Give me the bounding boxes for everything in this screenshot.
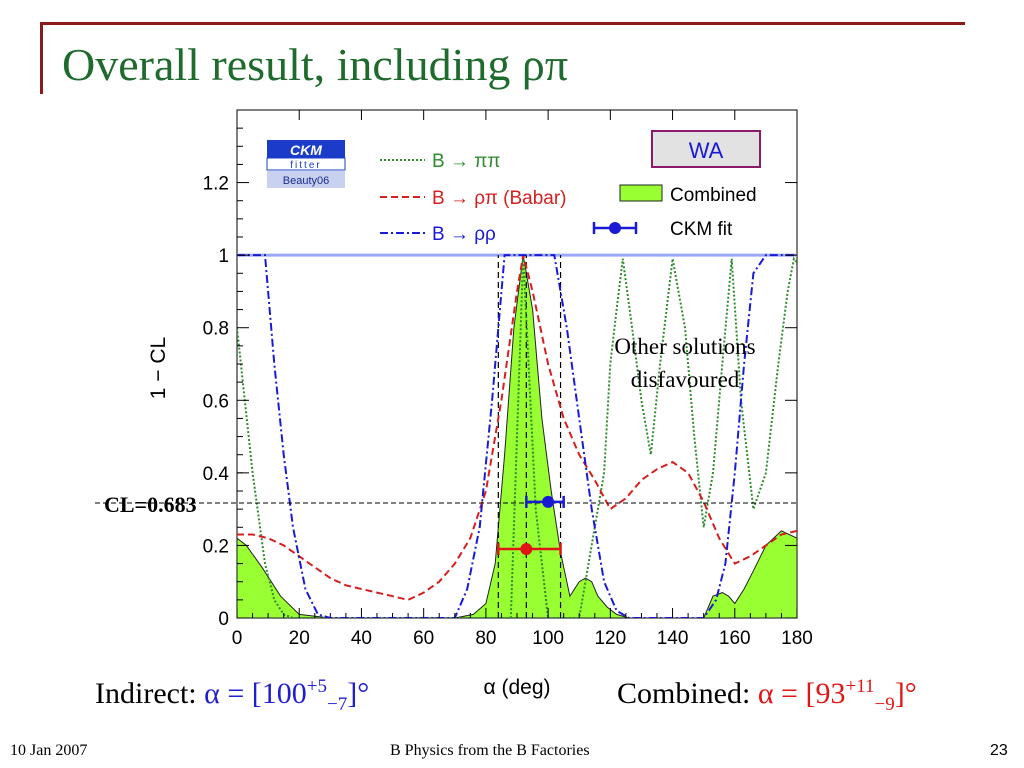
legend-swatch-dot-4: [609, 222, 621, 234]
legend-label-3: Combined: [670, 185, 757, 206]
x-tick-label-0: 0: [232, 628, 243, 649]
ckm-logo-mid: [266, 157, 346, 171]
y-tick-label-0: 0: [218, 609, 229, 630]
footer-center: B Physics from the B Factories: [390, 742, 590, 759]
error-bar-point-1: [520, 543, 533, 556]
combined-result: Combined: α = [93+11−9]°: [617, 676, 917, 716]
legend-label-1: B → ρπ (Babar): [432, 188, 567, 209]
footer-date: 10 Jan 2007: [10, 742, 88, 759]
wa-box: [651, 130, 761, 168]
x-axis-label: α (deg): [484, 676, 551, 699]
combined-label: Combined:: [617, 677, 758, 710]
y-tick-label-1: 0.2: [203, 536, 229, 557]
indirect-alpha-value: α = [100: [204, 677, 307, 710]
frame-top-line: [40, 22, 965, 25]
combined-alpha-value: α = [93: [757, 677, 846, 710]
cl-level-label: CL=0.683: [104, 492, 197, 517]
legend-label-2: B → ρρ: [432, 224, 496, 245]
frame-left-line: [40, 22, 43, 94]
ckm-logo-text: CKM: [290, 142, 322, 158]
y-tick-label-5: 1: [218, 246, 229, 267]
indirect-label: Indirect:: [95, 677, 205, 710]
x-tick-label-3: 60: [413, 628, 434, 649]
ckm-logo-fitter: fitter: [290, 160, 321, 171]
legend-label-0: B → ππ: [432, 151, 500, 172]
indirect-plus: +5: [306, 676, 327, 697]
other-solutions-annotation: Other solutions disfavoured: [580, 330, 790, 396]
x-tick-label-8: 160: [719, 628, 751, 649]
y-tick-label-4: 0.8: [203, 319, 229, 340]
combined-close: ]°: [894, 677, 917, 710]
combined-minus: −9: [874, 694, 895, 715]
error-bar-point-0: [542, 495, 555, 508]
page-number: 23: [990, 742, 1008, 759]
ckm-logo-bottom: [267, 171, 345, 188]
x-tick-label-2: 40: [351, 628, 372, 649]
ckm-logo-top: [267, 140, 345, 158]
y-tick-label-3: 0.6: [203, 391, 229, 412]
annotation-line-1: Other solutions: [614, 334, 756, 359]
y-axis-label: 1 − CL: [147, 337, 170, 399]
y-tick-label-6: 1.2: [203, 174, 229, 195]
indirect-minus: −7: [326, 694, 348, 715]
legend-label-4: CKM fit: [670, 219, 733, 240]
combined-plus: +11: [845, 676, 875, 697]
page-title: Overall result, including ρπ: [62, 39, 569, 90]
indirect-close: ]°: [347, 677, 370, 710]
x-tick-label-1: 20: [289, 628, 310, 649]
plot-area: [237, 253, 797, 618]
wa-label: WA: [689, 138, 724, 163]
indirect-result: Indirect: α = [100+5−7]°: [95, 676, 369, 716]
series-line-1: [237, 254, 797, 601]
x-tick-label-6: 120: [594, 628, 626, 649]
x-tick-label-9: 180: [781, 628, 813, 649]
x-tick-label-4: 80: [475, 628, 496, 649]
annotation-line-2: disfavoured: [630, 367, 740, 392]
y-tick-label-2: 0.4: [203, 464, 230, 485]
legend-swatch-3: [619, 184, 663, 202]
x-tick-label-7: 140: [657, 628, 689, 649]
combined-alpha: α = [93+11−9]°: [757, 676, 917, 715]
ckm-logo-beauty: Beauty06: [283, 175, 329, 187]
x-tick-label-5: 100: [532, 628, 564, 649]
indirect-alpha: α = [100+5−7]°: [204, 676, 370, 715]
series-line-2: [237, 254, 797, 618]
